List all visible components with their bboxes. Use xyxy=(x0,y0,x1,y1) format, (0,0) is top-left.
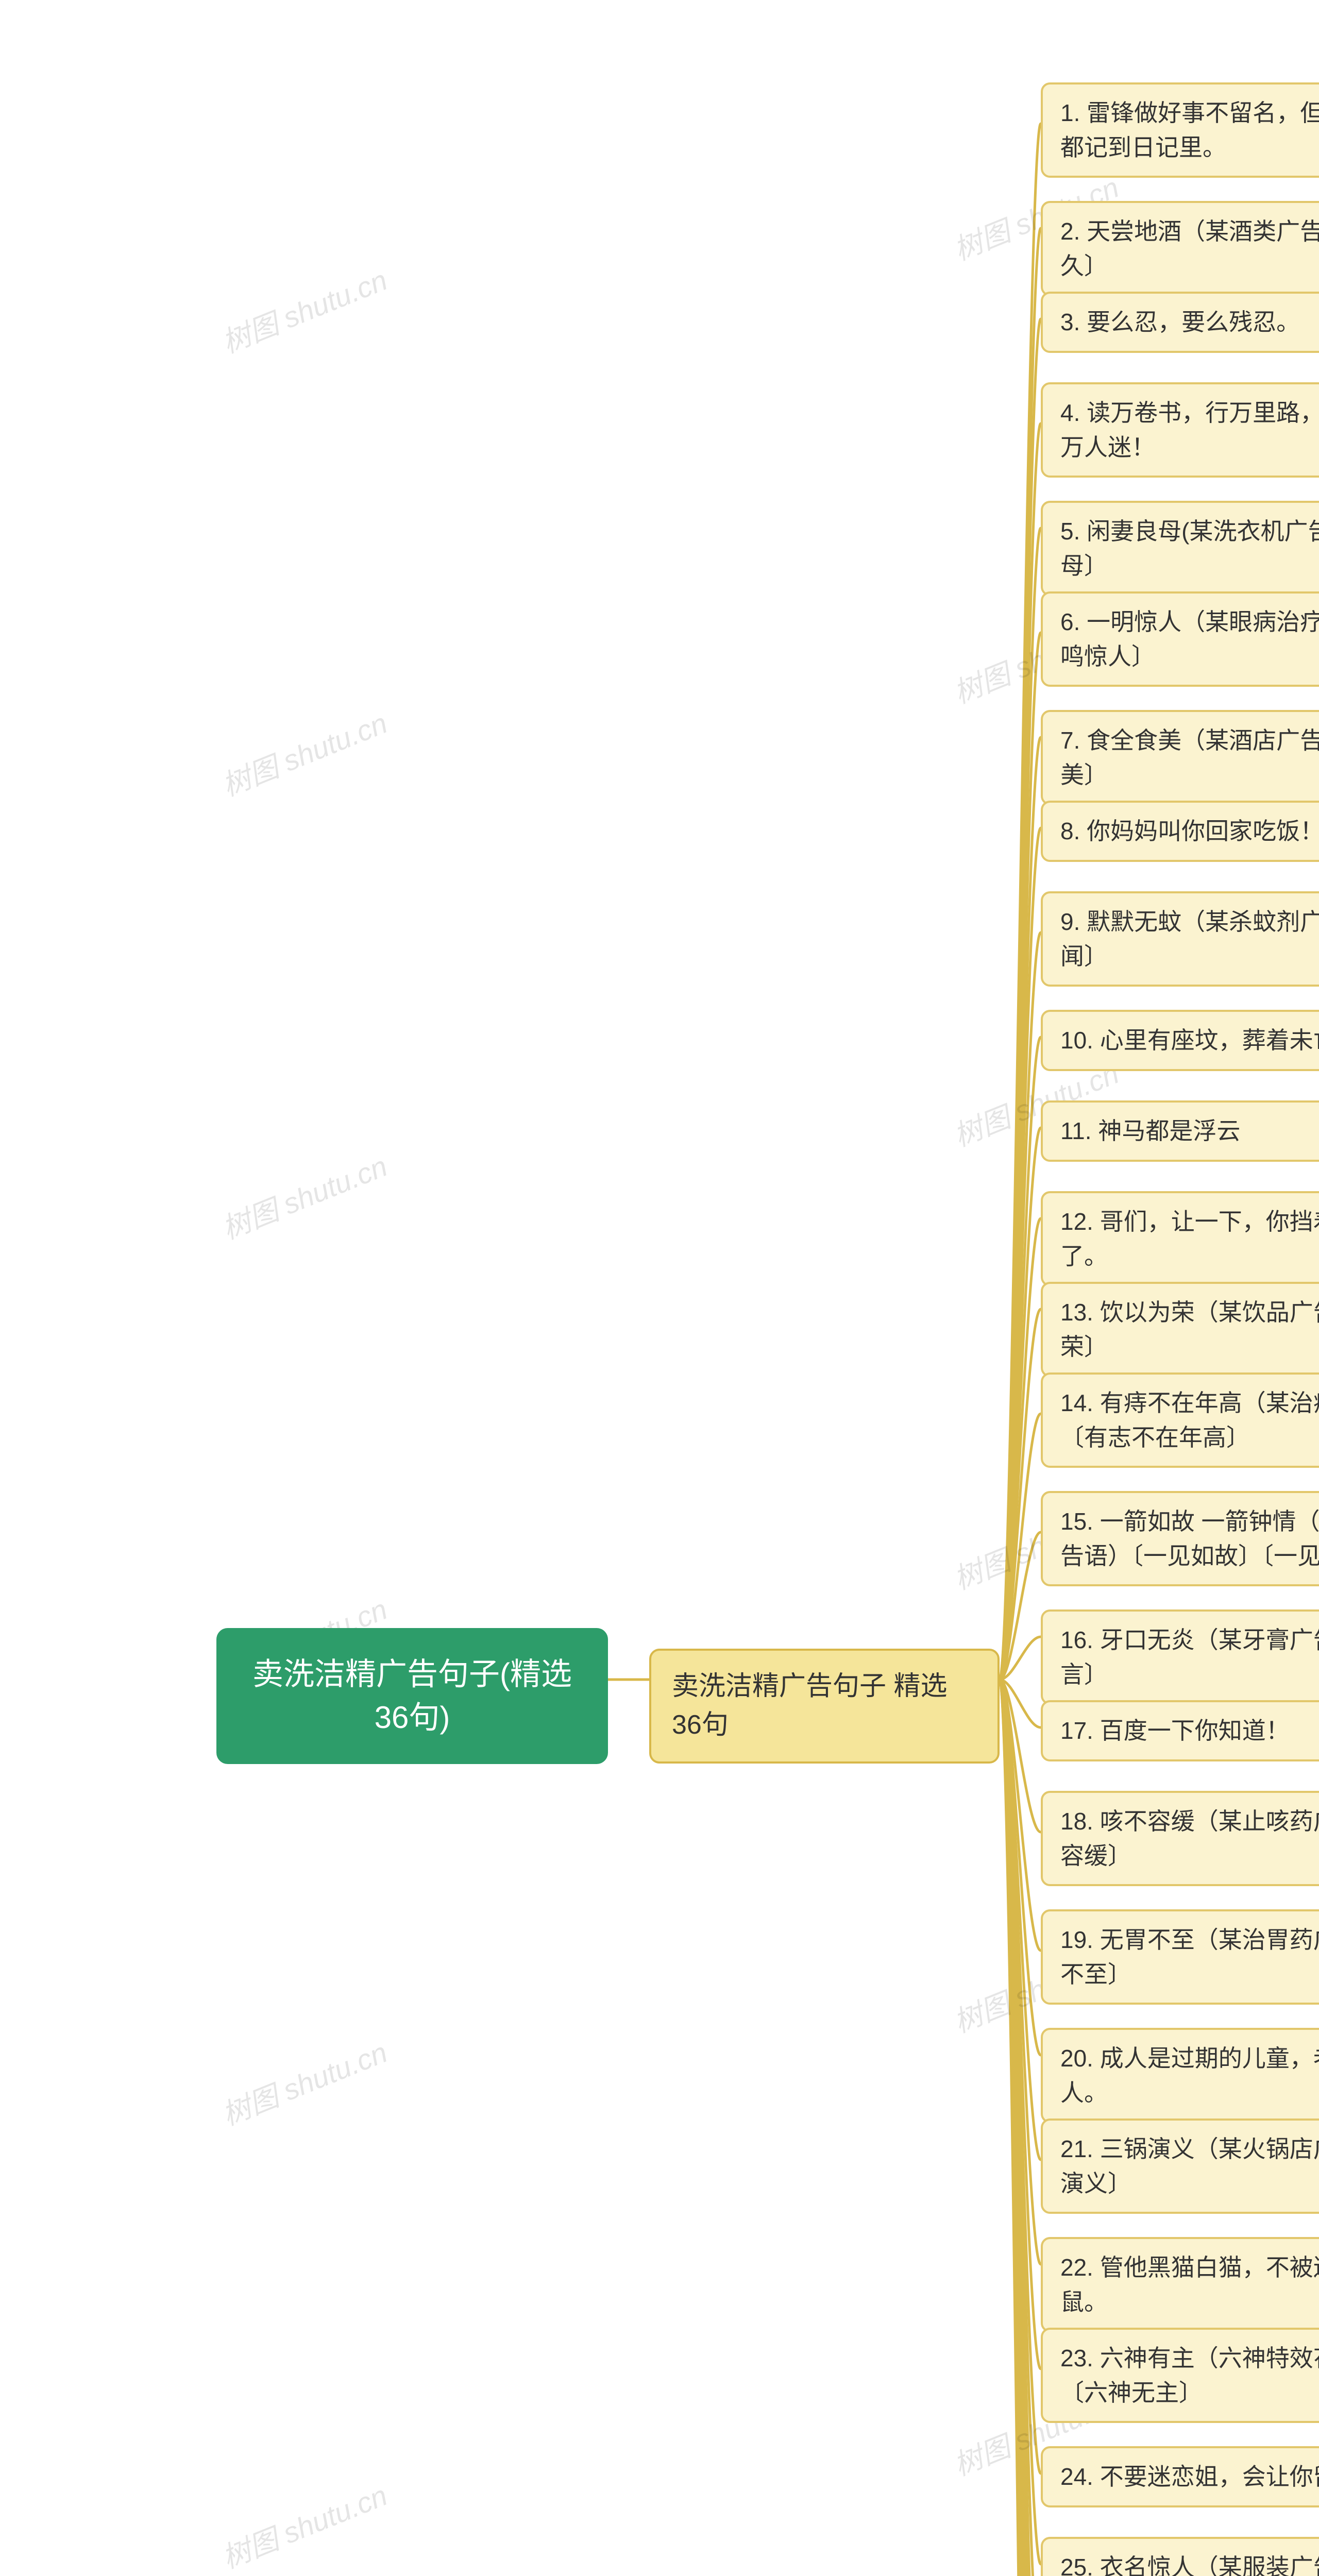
leaf-node-12: 12. 哥们，让一下，你挡着我的手机信号了。 xyxy=(1041,1191,1319,1286)
watermark: 树图 shutu.cn xyxy=(215,2029,393,2133)
root-node: 卖洗洁精广告句子(精选36句) xyxy=(216,1628,608,1764)
leaf-node-8: 8. 你妈妈叫你回家吃饭！ xyxy=(1041,801,1319,862)
leaf-node-24: 24. 不要迷恋姐，会让你留鼻血。 xyxy=(1041,2446,1319,2507)
leaf-node-20: 20. 成人是过期的儿童，老人是失效的成人。 xyxy=(1041,2028,1319,2123)
leaf-node-21: 21. 三锅演义（某火锅店广告词）〔三国演义〕 xyxy=(1041,2119,1319,2214)
watermark: 树图 shutu.cn xyxy=(215,1143,393,1247)
leaf-node-9: 9. 默默无蚊（某杀蚊剂广告语）〔默默无闻〕 xyxy=(1041,891,1319,987)
watermark: 树图 shutu.cn xyxy=(215,257,393,361)
mid-node: 卖洗洁精广告句子 精选36句 xyxy=(649,1649,1000,1764)
leaf-node-2: 2. 天尝地酒（某酒类广告语）〔天长地久〕 xyxy=(1041,201,1319,296)
leaf-node-14: 14. 有痔不在年高（某治痔疮药广告语）〔有志不在年高〕 xyxy=(1041,1372,1319,1468)
watermark: 树图 shutu.cn xyxy=(215,700,393,804)
leaf-node-11: 11. 神马都是浮云 xyxy=(1041,1100,1319,1162)
leaf-node-1: 1. 雷锋做好事不留名，但把每一件事情都记到日记里。 xyxy=(1041,82,1319,178)
leaf-node-25: 25. 衣名惊人（某服装广告语）〔一鸣惊人〕 xyxy=(1041,2537,1319,2576)
leaf-node-4: 4. 读万卷书，行万里路，赚万贯钱，做万人迷！ xyxy=(1041,382,1319,478)
leaf-node-16: 16. 牙口无炎（某牙膏广告语）〔哑口无言〕 xyxy=(1041,1609,1319,1705)
leaf-node-19: 19. 无胃不至（某治胃药广告语）〔无微不至〕 xyxy=(1041,1909,1319,2005)
leaf-node-10: 10. 心里有座坟，葬着未亡人。 xyxy=(1041,1010,1319,1071)
leaf-node-3: 3. 要么忍，要么残忍。 xyxy=(1041,292,1319,353)
leaf-node-15: 15. 一箭如故 一箭钟情（箭牌口香糖广告语）〔一见如故〕〔一见钟情〕 xyxy=(1041,1491,1319,1586)
leaf-node-7: 7. 食全食美（某酒店广告语）〔十全十美〕 xyxy=(1041,710,1319,805)
leaf-node-17: 17. 百度一下你知道！ xyxy=(1041,1700,1319,1761)
watermark: 树图 shutu.cn xyxy=(215,2472,393,2576)
leaf-node-22: 22. 管他黑猫白猫，不被逮住都是好老鼠。 xyxy=(1041,2237,1319,2332)
leaf-node-6: 6. 一明惊人（某眼病治疗仪广告语）〔一鸣惊人〕 xyxy=(1041,591,1319,687)
leaf-node-13: 13. 饮以为荣（某饮品广告语）〔引以为荣〕 xyxy=(1041,1282,1319,1377)
leaf-node-18: 18. 咳不容缓（某止咳药广告语）〔刻不容缓〕 xyxy=(1041,1791,1319,1886)
leaf-node-5: 5. 闲妻良母(某洗衣机广告语）〔贤妻良母〕 xyxy=(1041,501,1319,596)
leaf-node-23: 23. 六神有主（六神特效花露水广告语）〔六神无主〕 xyxy=(1041,2328,1319,2423)
